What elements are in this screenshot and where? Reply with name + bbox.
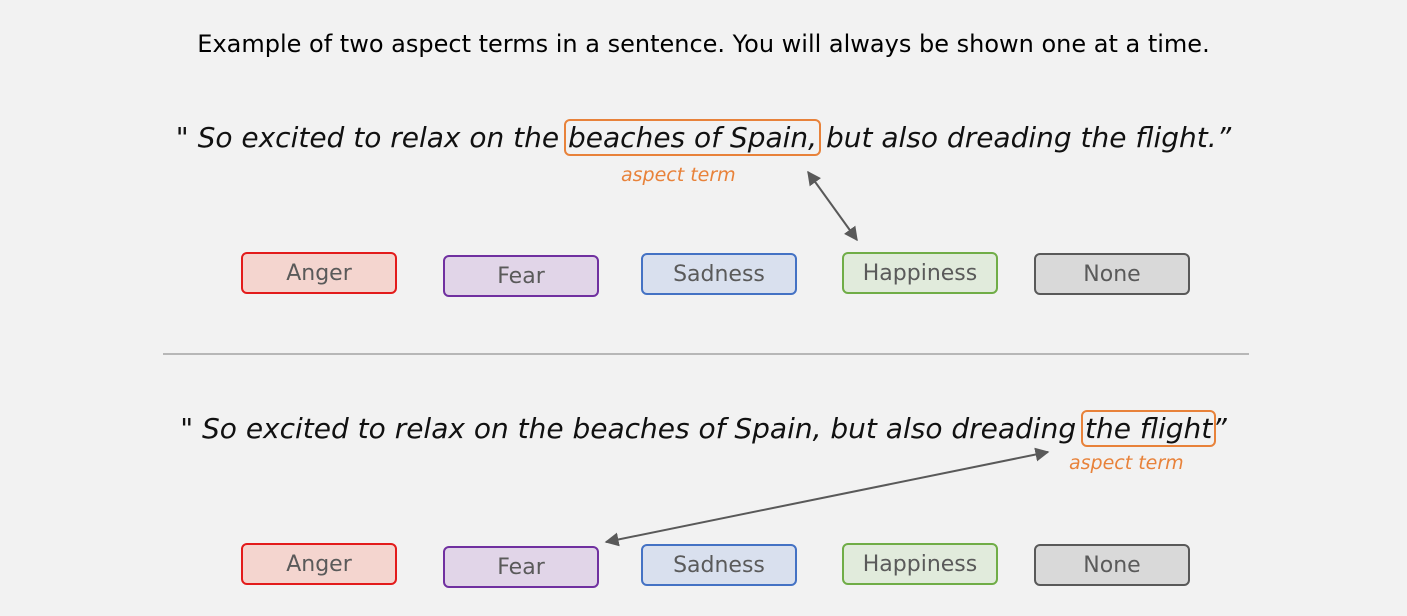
aspect-term-1: beaches of Spain, xyxy=(564,119,822,156)
fear-button-2[interactable]: Fear xyxy=(443,546,599,588)
section-divider xyxy=(163,353,1249,355)
sentence-1-before: " So excited to relax on the xyxy=(175,121,569,154)
none-button-2[interactable]: None xyxy=(1034,544,1190,586)
aspect-term-2: the flight xyxy=(1081,410,1217,447)
example-sentence-2: " So excited to relax on the beaches of … xyxy=(0,410,1407,447)
sentence-2-after: ” xyxy=(1212,412,1227,445)
aspect-term-label-2: aspect term xyxy=(1069,452,1184,474)
sadness-button-1[interactable]: Sadness xyxy=(641,253,797,295)
example-sentence-1: " So excited to relax on the beaches of … xyxy=(0,119,1407,156)
anger-button-1[interactable]: Anger xyxy=(241,252,397,294)
anger-button-2[interactable]: Anger xyxy=(241,543,397,585)
aspect-term-label-1: aspect term xyxy=(621,164,736,186)
arrow-term2-to-fear xyxy=(604,447,1050,547)
happiness-button-2[interactable]: Happiness xyxy=(842,543,998,585)
sentence-1-after: but also dreading the flight.” xyxy=(817,121,1232,154)
diagram-heading: Example of two aspect terms in a sentenc… xyxy=(197,30,1210,58)
happiness-button-1[interactable]: Happiness xyxy=(842,252,998,294)
arrow-term1-to-happiness xyxy=(807,170,858,242)
fear-button-1[interactable]: Fear xyxy=(443,255,599,297)
none-button-1[interactable]: None xyxy=(1034,253,1190,295)
sentence-2-before: " So excited to relax on the beaches of … xyxy=(180,412,1085,445)
